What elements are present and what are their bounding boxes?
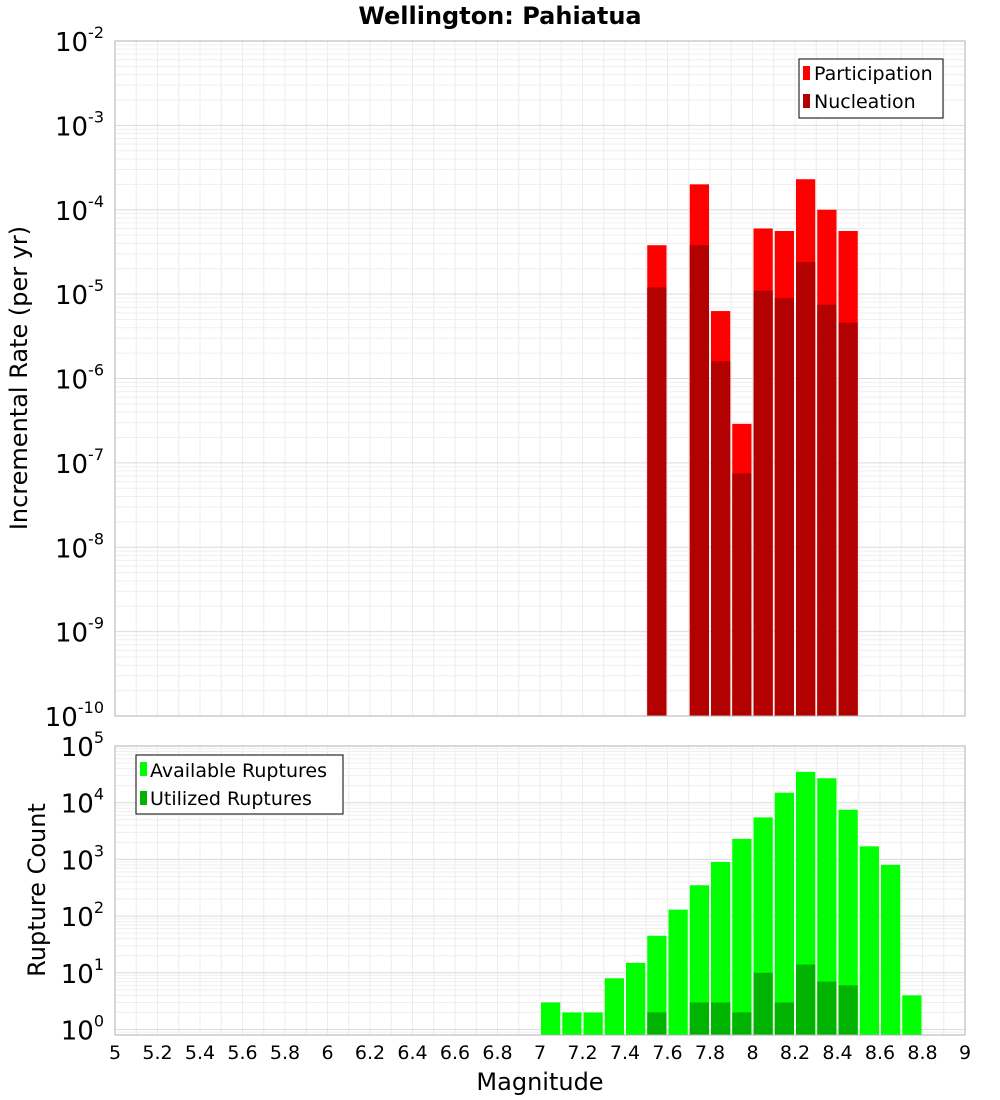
x-tick-label: 7.6 bbox=[652, 1042, 682, 1064]
y-tick-label: 10-5 bbox=[55, 276, 104, 311]
count-bar-available-ruptures bbox=[859, 846, 879, 1035]
x-tick-label: 8.4 bbox=[822, 1042, 852, 1064]
x-tick-label: 5.8 bbox=[270, 1042, 300, 1064]
x-tick-label: 8.8 bbox=[907, 1042, 937, 1064]
count-bar-available-ruptures bbox=[583, 1012, 603, 1035]
count-bar-available-ruptures bbox=[817, 778, 837, 1035]
y-tick-label: 10-7 bbox=[55, 445, 104, 480]
bottom-panel-frame bbox=[114, 745, 966, 1036]
x-axis-label: Magnitude bbox=[476, 1068, 603, 1096]
y-tick-label: 102 bbox=[61, 898, 104, 933]
legend-box bbox=[798, 58, 944, 119]
y-tick-label: 10-3 bbox=[55, 107, 104, 142]
rate-bar-nucleation bbox=[689, 245, 709, 717]
rate-bar-nucleation bbox=[732, 473, 752, 716]
legend-swatch-participation bbox=[803, 66, 810, 80]
count-bar-available-ruptures bbox=[774, 792, 794, 1035]
rate-bar-nucleation bbox=[774, 297, 794, 716]
top-panel-y-ticks: 10-2 10-3 10-4 10-5 10-6 10-7 10-8 10-9 10-10 bbox=[45, 23, 104, 733]
rate-bar-nucleation bbox=[753, 290, 773, 716]
count-bar-available-ruptures bbox=[881, 864, 901, 1035]
x-tick-label: 7 bbox=[534, 1042, 546, 1064]
count-bar-available-ruptures bbox=[668, 909, 688, 1035]
count-bar-available-ruptures bbox=[604, 978, 624, 1035]
top-panel-bars bbox=[647, 179, 858, 717]
x-tick-label: 5.2 bbox=[142, 1042, 172, 1064]
count-bar-utilized-ruptures bbox=[796, 964, 816, 1035]
count-bar-available-ruptures bbox=[732, 838, 752, 1035]
x-tick-label: 7.2 bbox=[567, 1042, 597, 1064]
y-tick-label: 103 bbox=[61, 841, 104, 876]
count-bar-available-ruptures bbox=[626, 962, 646, 1035]
top-panel-grid bbox=[115, 41, 965, 716]
y-tick-label: 10-9 bbox=[55, 614, 104, 649]
count-bar-utilized-ruptures bbox=[774, 1002, 794, 1035]
count-bar-utilized-ruptures bbox=[838, 985, 858, 1035]
count-bar-utilized-ruptures bbox=[711, 1002, 731, 1035]
y-tick-label: 10-8 bbox=[55, 529, 104, 564]
y-tick-label: 101 bbox=[61, 955, 104, 990]
legend-box bbox=[135, 754, 344, 815]
count-bar-available-ruptures bbox=[647, 935, 667, 1035]
top-panel-legend: Participation Nucleation bbox=[798, 58, 944, 119]
count-bar-available-ruptures bbox=[711, 861, 731, 1035]
bottom-panel-legend: Available Ruptures Utilized Ruptures bbox=[135, 754, 344, 815]
legend-label-nucleation: Nucleation bbox=[814, 91, 916, 113]
count-bar-utilized-ruptures bbox=[689, 1002, 709, 1035]
rate-bar-nucleation bbox=[647, 287, 667, 716]
x-tick-label: 7.4 bbox=[610, 1042, 640, 1064]
x-tick-label: 5.6 bbox=[227, 1042, 257, 1064]
legend-label-available: Available Ruptures bbox=[150, 760, 327, 782]
count-bar-available-ruptures bbox=[838, 809, 858, 1035]
x-tick-label: 6.4 bbox=[397, 1042, 427, 1064]
count-bar-available-ruptures bbox=[562, 1012, 582, 1035]
x-axis-ticks: 5 5.2 5.4 5.6 5.8 6 6.2 6.4 6.6 6.8 7 7.2 7.4 7.6 7.8 8… bbox=[109, 1042, 971, 1064]
y-tick-label: 10-4 bbox=[55, 192, 104, 227]
rate-bar-nucleation bbox=[817, 304, 837, 716]
legend-swatch-available bbox=[140, 762, 147, 776]
rate-bar-nucleation bbox=[711, 361, 731, 716]
x-tick-label: 8.2 bbox=[780, 1042, 810, 1064]
legend-label-utilized: Utilized Ruptures bbox=[150, 788, 312, 810]
top-panel-y-axis-label: Incremental Rate (per yr) bbox=[5, 226, 33, 530]
y-tick-label: 10-10 bbox=[45, 698, 104, 733]
count-bar-utilized-ruptures bbox=[647, 1012, 667, 1035]
x-tick-label: 6.6 bbox=[440, 1042, 470, 1064]
x-tick-label: 5 bbox=[109, 1042, 121, 1064]
x-tick-label: 9 bbox=[959, 1042, 971, 1064]
bottom-panel-bars bbox=[541, 771, 922, 1035]
y-tick-label: 105 bbox=[61, 728, 104, 763]
count-bar-available-ruptures bbox=[902, 995, 922, 1035]
y-tick-label: 100 bbox=[61, 1012, 104, 1047]
top-panel-frame bbox=[114, 40, 966, 717]
bottom-panel-y-axis-label: Rupture Count bbox=[23, 803, 51, 977]
legend-swatch-utilized bbox=[140, 791, 147, 805]
rate-bar-nucleation bbox=[838, 322, 858, 716]
count-bar-available-ruptures bbox=[689, 885, 709, 1035]
y-tick-label: 10-6 bbox=[55, 361, 104, 396]
rate-bar-nucleation bbox=[796, 262, 816, 716]
count-bar-utilized-ruptures bbox=[753, 972, 773, 1035]
x-tick-label: 5.4 bbox=[185, 1042, 215, 1064]
x-tick-label: 6.8 bbox=[482, 1042, 512, 1064]
y-tick-label: 10-2 bbox=[55, 23, 104, 58]
count-bar-utilized-ruptures bbox=[817, 981, 837, 1035]
x-tick-label: 6 bbox=[321, 1042, 333, 1064]
count-bar-available-ruptures bbox=[541, 1002, 561, 1035]
x-tick-label: 8.6 bbox=[865, 1042, 895, 1064]
legend-swatch-nucleation bbox=[803, 94, 810, 108]
bottom-panel-y-ticks: 105 104 103 102 101 100 bbox=[61, 728, 104, 1047]
y-tick-label: 104 bbox=[61, 785, 104, 820]
x-tick-label: 6.2 bbox=[355, 1042, 385, 1064]
chart-title: Wellington: Pahiatua bbox=[358, 2, 641, 30]
legend-label-participation: Participation bbox=[814, 63, 933, 85]
x-tick-label: 8 bbox=[746, 1042, 758, 1064]
count-bar-utilized-ruptures bbox=[732, 1012, 752, 1035]
x-tick-label: 7.8 bbox=[695, 1042, 725, 1064]
